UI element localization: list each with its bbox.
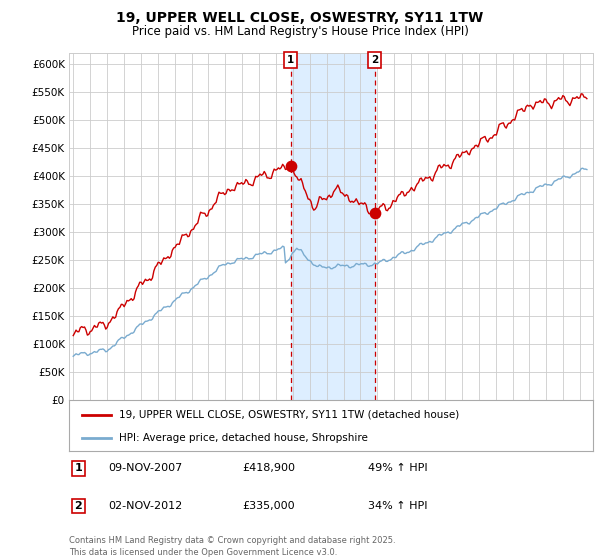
Text: 19, UPPER WELL CLOSE, OSWESTRY, SY11 1TW (detached house): 19, UPPER WELL CLOSE, OSWESTRY, SY11 1TW… <box>119 409 459 419</box>
Text: Contains HM Land Registry data © Crown copyright and database right 2025.
This d: Contains HM Land Registry data © Crown c… <box>69 536 395 557</box>
Point <box>286 161 295 170</box>
Text: 2: 2 <box>371 55 378 65</box>
Text: Price paid vs. HM Land Registry's House Price Index (HPI): Price paid vs. HM Land Registry's House … <box>131 25 469 38</box>
Text: 02-NOV-2012: 02-NOV-2012 <box>108 501 182 511</box>
Text: £418,900: £418,900 <box>242 463 295 473</box>
Text: 09-NOV-2007: 09-NOV-2007 <box>108 463 182 473</box>
Text: 19, UPPER WELL CLOSE, OSWESTRY, SY11 1TW: 19, UPPER WELL CLOSE, OSWESTRY, SY11 1TW <box>116 11 484 25</box>
Text: HPI: Average price, detached house, Shropshire: HPI: Average price, detached house, Shro… <box>119 433 368 443</box>
Text: 1: 1 <box>287 55 294 65</box>
Text: 34% ↑ HPI: 34% ↑ HPI <box>368 501 427 511</box>
Text: 2: 2 <box>74 501 82 511</box>
Point <box>370 208 379 217</box>
Text: 1: 1 <box>74 463 82 473</box>
Bar <box>290 53 374 400</box>
Text: £335,000: £335,000 <box>242 501 295 511</box>
Text: 49% ↑ HPI: 49% ↑ HPI <box>368 463 427 473</box>
